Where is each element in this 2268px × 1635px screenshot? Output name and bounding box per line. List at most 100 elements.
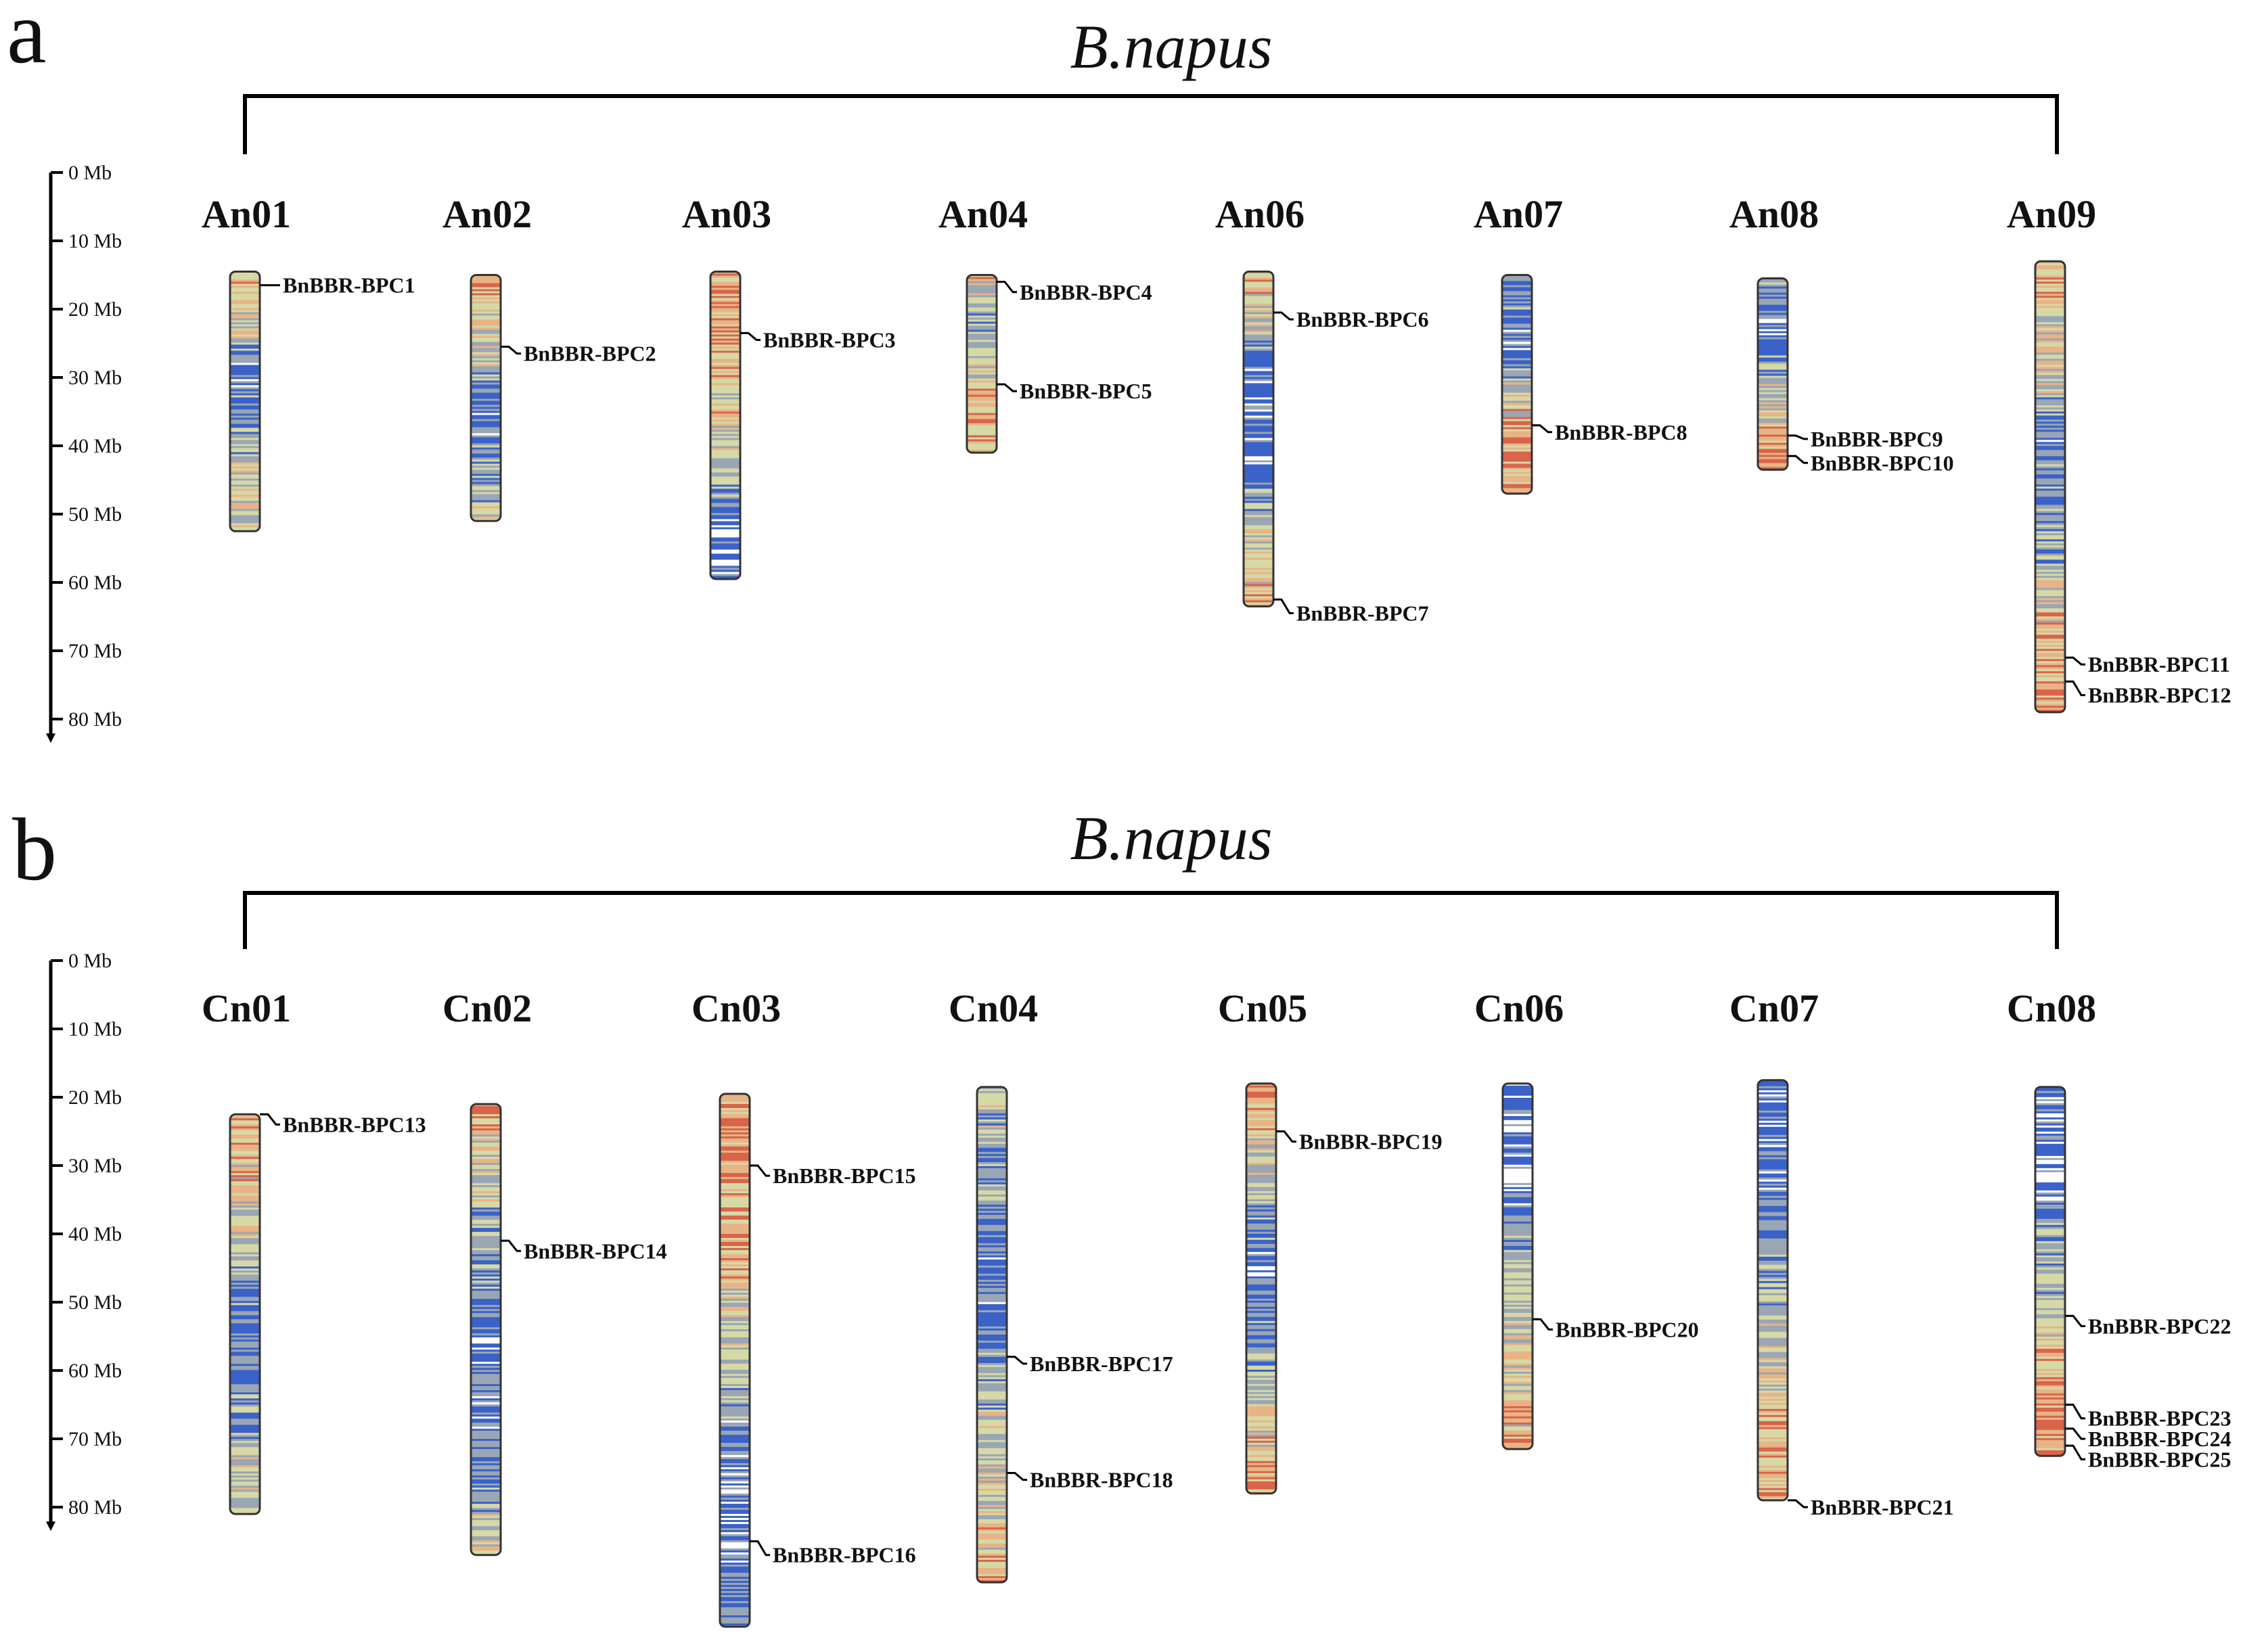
scale-tick-label: 70 Mb <box>68 1428 122 1450</box>
species-title: B.napus <box>1070 12 1273 81</box>
chromosome-cn06 <box>1501 1082 1534 1450</box>
chromosome-cn01-density <box>230 1114 260 1515</box>
chromosome-label-cn08: Cn08 <box>2007 986 2096 1030</box>
chromosome-an09-density <box>2035 261 2065 712</box>
gene-label-bnbbr-bpc14: BnBBR-BPC14 <box>524 1239 667 1263</box>
chromosome-cn05 <box>1245 1082 1277 1495</box>
gene-marker-line <box>1007 1356 1027 1365</box>
chromosome-label-cn06: Cn06 <box>1474 986 1564 1030</box>
gene-marker-line <box>501 1239 521 1252</box>
chromosome-cn04 <box>976 1086 1008 1584</box>
chromosome-cn04-density <box>977 1086 1007 1583</box>
panel-letter-a: a <box>7 0 47 82</box>
scale-tick-label: 50 Mb <box>68 503 122 526</box>
gene-marker-line <box>2065 1427 2085 1440</box>
gene-marker-line <box>2065 680 2085 697</box>
chromosome-an03 <box>709 270 742 580</box>
gene-marker-line <box>2065 1404 2085 1420</box>
gene-label-bnbbr-bpc7: BnBBR-BPC7 <box>1296 601 1429 625</box>
gene-marker-line <box>1273 598 1294 614</box>
chromosome-cn05-density <box>1246 1083 1276 1494</box>
gene-marker-line <box>997 281 1017 294</box>
gene-label-bnbbr-bpc18: BnBBR-BPC18 <box>1030 1468 1173 1492</box>
gene-marker-line <box>1532 424 1552 434</box>
scale-tick-label: 80 Mb <box>68 708 122 731</box>
chromosome-an09 <box>2034 260 2066 714</box>
scale-tick-label: 50 Mb <box>68 1291 122 1314</box>
chromosome-an07-density <box>1502 275 1532 494</box>
scale-tick-label: 70 Mb <box>68 640 122 662</box>
chromosome-cn08 <box>2034 1086 2066 1457</box>
gene-label-bnbbr-bpc15: BnBBR-BPC15 <box>773 1164 916 1188</box>
chromosome-an04 <box>966 274 998 454</box>
gene-label-bnbbr-bpc9: BnBBR-BPC9 <box>1811 427 1943 451</box>
gene-label-bnbbr-bpc25: BnBBR-BPC25 <box>2088 1447 2231 1471</box>
gene-label-bnbbr-bpc22: BnBBR-BPC22 <box>2088 1314 2231 1338</box>
chromosome-label-cn05: Cn05 <box>1218 986 1307 1030</box>
chromosome-label-an07: An07 <box>1474 192 1563 236</box>
scale-tick-label: 80 Mb <box>68 1496 122 1519</box>
scale-arrow-icon <box>46 733 55 743</box>
gene-label-bnbbr-bpc23: BnBBR-BPC23 <box>2088 1406 2231 1431</box>
scale-tick-label: 60 Mb <box>68 572 122 594</box>
chromosome-label-an09: An09 <box>2007 192 2096 236</box>
chromosome-label-an03: An03 <box>682 192 771 236</box>
scale-tick-label: 40 Mb <box>68 435 122 457</box>
gene-marker-line <box>2065 656 2085 666</box>
gene-marker-line <box>750 1540 770 1557</box>
gene-marker-line <box>1788 434 1808 440</box>
scale-tick-label: 40 Mb <box>68 1223 122 1245</box>
chromosome-cn08-density <box>2035 1086 2065 1456</box>
species-bracket <box>243 891 2059 949</box>
species-bracket <box>243 94 2059 154</box>
scale-tick-label: 20 Mb <box>68 1086 122 1109</box>
chromosome-cn02-density <box>471 1104 501 1555</box>
gene-marker-line <box>1788 1499 1808 1509</box>
gene-label-bnbbr-bpc4: BnBBR-BPC4 <box>1020 280 1152 304</box>
chromosome-label-cn04: Cn04 <box>949 986 1038 1030</box>
gene-label-bnbbr-bpc16: BnBBR-BPC16 <box>773 1543 916 1567</box>
gene-marker-line <box>997 383 1017 392</box>
chromosome-an07 <box>1501 274 1533 495</box>
chromosome-label-cn01: Cn01 <box>202 986 291 1030</box>
gene-label-bnbbr-bpc8: BnBBR-BPC8 <box>1555 420 1687 444</box>
chromosome-cn03 <box>719 1092 751 1628</box>
gene-label-bnbbr-bpc19: BnBBR-BPC19 <box>1299 1130 1443 1154</box>
chromosome-an04-density <box>967 275 997 453</box>
chromosome-label-an04: An04 <box>938 192 1028 236</box>
scale-arrow-icon <box>46 1521 55 1532</box>
gene-label-bnbbr-bpc5: BnBBR-BPC5 <box>1020 379 1152 403</box>
chromosome-cn02 <box>470 1103 502 1557</box>
gene-marker-line <box>1273 311 1294 321</box>
chromosome-cn03-density <box>720 1093 750 1627</box>
chromosome-an01-density <box>230 271 260 532</box>
gene-marker-line <box>1007 1472 1027 1481</box>
gene-marker-line <box>1276 1130 1296 1143</box>
gene-marker-line <box>2065 1444 2085 1460</box>
chromosome-cn06-density <box>1503 1083 1533 1450</box>
panel-letter-b: b <box>12 800 57 899</box>
gene-marker-line <box>740 331 761 341</box>
gene-marker-line <box>750 1164 770 1177</box>
chromosome-label-cn03: Cn03 <box>691 986 781 1030</box>
chromosome-cn07-density <box>1758 1080 1788 1500</box>
scale-tick-label: 30 Mb <box>68 1155 122 1177</box>
chromosome-label-cn07: Cn07 <box>1729 986 1819 1030</box>
gene-label-bnbbr-bpc17: BnBBR-BPC17 <box>1030 1352 1173 1376</box>
chromosome-an02-density <box>471 275 501 522</box>
gene-label-bnbbr-bpc3: BnBBR-BPC3 <box>763 327 896 352</box>
chromosome-an02 <box>470 274 502 522</box>
gene-label-bnbbr-bpc6: BnBBR-BPC6 <box>1296 307 1429 331</box>
chromosome-an08 <box>1756 277 1789 471</box>
chromosome-an01 <box>229 270 261 532</box>
species-title: B.napus <box>1070 804 1273 873</box>
scale-tick-label: 30 Mb <box>68 367 122 389</box>
chromosome-an06 <box>1242 270 1275 607</box>
gene-label-bnbbr-bpc10: BnBBR-BPC10 <box>1811 451 1954 475</box>
chromosome-label-an06: An06 <box>1215 192 1305 236</box>
scale-tick-label: 0 Mb <box>68 950 112 972</box>
gene-label-bnbbr-bpc11: BnBBR-BPC11 <box>2088 652 2230 676</box>
gene-marker-line <box>1788 455 1808 464</box>
gene-marker-line <box>2065 1314 2085 1327</box>
